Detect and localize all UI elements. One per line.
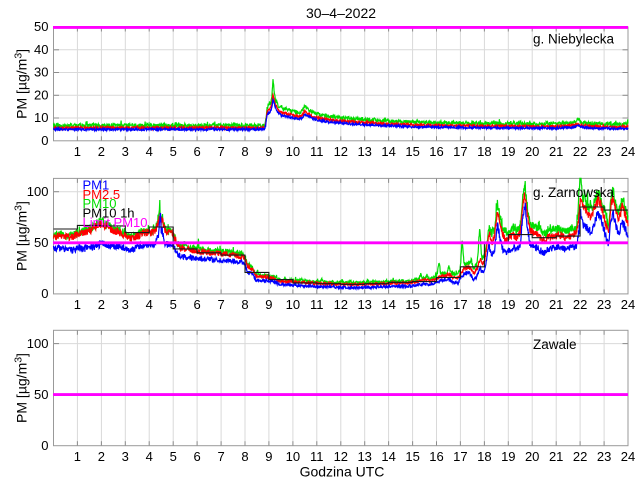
svg-text:18: 18 bbox=[477, 297, 491, 312]
svg-text:5: 5 bbox=[170, 449, 177, 464]
svg-text:10: 10 bbox=[34, 110, 48, 125]
svg-text:20: 20 bbox=[34, 88, 48, 103]
svg-text:PM [µg/m3]: PM [µg/m3] bbox=[13, 201, 30, 271]
svg-text:2: 2 bbox=[98, 144, 105, 159]
svg-text:22: 22 bbox=[573, 297, 587, 312]
svg-text:14: 14 bbox=[381, 449, 395, 464]
svg-text:2: 2 bbox=[98, 297, 105, 312]
svg-text:24: 24 bbox=[621, 449, 635, 464]
svg-text:7: 7 bbox=[217, 449, 224, 464]
svg-text:10: 10 bbox=[286, 144, 300, 159]
svg-text:12: 12 bbox=[334, 449, 348, 464]
svg-text:PM10: PM10 bbox=[83, 196, 117, 211]
svg-text:3: 3 bbox=[122, 297, 129, 312]
svg-text:0: 0 bbox=[41, 286, 48, 301]
svg-text:6: 6 bbox=[193, 449, 200, 464]
svg-text:PM1: PM1 bbox=[83, 178, 110, 193]
svg-text:8: 8 bbox=[241, 449, 248, 464]
svg-text:15: 15 bbox=[405, 449, 419, 464]
svg-text:24: 24 bbox=[621, 144, 635, 159]
svg-text:11: 11 bbox=[310, 449, 324, 464]
svg-text:19: 19 bbox=[501, 449, 515, 464]
svg-text:50: 50 bbox=[34, 235, 48, 250]
svg-text:13: 13 bbox=[357, 297, 371, 312]
svg-text:PM [µg/m3]: PM [µg/m3] bbox=[13, 49, 30, 119]
svg-text:16: 16 bbox=[429, 297, 443, 312]
svg-text:4: 4 bbox=[146, 449, 153, 464]
svg-text:PM10 1h: PM10 1h bbox=[83, 206, 135, 221]
svg-text:22: 22 bbox=[573, 449, 587, 464]
svg-text:3: 3 bbox=[122, 449, 129, 464]
svg-text:g. Zarnowska: g. Zarnowska bbox=[533, 185, 615, 200]
svg-text:18: 18 bbox=[477, 449, 491, 464]
svg-text:1: 1 bbox=[74, 144, 81, 159]
svg-text:40: 40 bbox=[34, 42, 48, 57]
svg-text:10: 10 bbox=[286, 297, 300, 312]
svg-text:4: 4 bbox=[146, 297, 153, 312]
svg-text:9: 9 bbox=[265, 144, 272, 159]
svg-text:19: 19 bbox=[501, 297, 515, 312]
svg-text:23: 23 bbox=[597, 297, 611, 312]
svg-text:2: 2 bbox=[98, 449, 105, 464]
svg-text:16: 16 bbox=[429, 144, 443, 159]
svg-text:9: 9 bbox=[265, 297, 272, 312]
svg-text:100: 100 bbox=[27, 184, 49, 199]
svg-text:14: 14 bbox=[381, 144, 395, 159]
svg-text:16: 16 bbox=[429, 449, 443, 464]
svg-text:g. Niebylecka: g. Niebylecka bbox=[533, 32, 615, 47]
svg-text:20: 20 bbox=[525, 297, 539, 312]
svg-text:6: 6 bbox=[193, 144, 200, 159]
svg-text:24: 24 bbox=[621, 297, 635, 312]
svg-text:PM [µg/m3]: PM [µg/m3] bbox=[13, 353, 30, 423]
svg-text:20: 20 bbox=[525, 449, 539, 464]
svg-text:17: 17 bbox=[453, 144, 467, 159]
svg-text:50: 50 bbox=[34, 19, 48, 34]
svg-text:50: 50 bbox=[34, 387, 48, 402]
svg-text:30: 30 bbox=[34, 65, 48, 80]
svg-text:22: 22 bbox=[573, 144, 587, 159]
svg-text:21: 21 bbox=[549, 144, 563, 159]
svg-text:11: 11 bbox=[310, 144, 324, 159]
svg-text:1: 1 bbox=[74, 297, 81, 312]
svg-text:7: 7 bbox=[217, 297, 224, 312]
svg-text:15: 15 bbox=[405, 144, 419, 159]
svg-text:7: 7 bbox=[217, 144, 224, 159]
svg-text:Zawale: Zawale bbox=[533, 337, 577, 352]
svg-text:30–4–2022: 30–4–2022 bbox=[306, 5, 376, 21]
svg-text:Godzina UTC: Godzina UTC bbox=[300, 463, 385, 479]
svg-text:12: 12 bbox=[334, 297, 348, 312]
svg-text:21: 21 bbox=[549, 449, 563, 464]
svg-text:17: 17 bbox=[453, 449, 467, 464]
svg-text:14: 14 bbox=[381, 297, 395, 312]
svg-text:12: 12 bbox=[334, 144, 348, 159]
svg-text:4: 4 bbox=[146, 144, 153, 159]
svg-text:15: 15 bbox=[405, 297, 419, 312]
svg-text:0: 0 bbox=[41, 133, 48, 148]
svg-text:13: 13 bbox=[357, 144, 371, 159]
svg-text:0: 0 bbox=[41, 438, 48, 453]
svg-text:10: 10 bbox=[286, 449, 300, 464]
svg-text:23: 23 bbox=[597, 144, 611, 159]
svg-text:11: 11 bbox=[310, 297, 324, 312]
svg-text:13: 13 bbox=[357, 449, 371, 464]
svg-text:Limit PM10: Limit PM10 bbox=[83, 215, 148, 230]
svg-text:PM2.5: PM2.5 bbox=[83, 187, 121, 202]
svg-text:21: 21 bbox=[549, 297, 563, 312]
svg-text:8: 8 bbox=[241, 144, 248, 159]
svg-text:17: 17 bbox=[453, 297, 467, 312]
svg-text:9: 9 bbox=[265, 449, 272, 464]
svg-text:5: 5 bbox=[170, 297, 177, 312]
svg-text:23: 23 bbox=[597, 449, 611, 464]
svg-text:3: 3 bbox=[122, 144, 129, 159]
svg-text:5: 5 bbox=[170, 144, 177, 159]
svg-text:19: 19 bbox=[501, 144, 515, 159]
svg-text:20: 20 bbox=[525, 144, 539, 159]
svg-text:18: 18 bbox=[477, 144, 491, 159]
svg-text:8: 8 bbox=[241, 297, 248, 312]
svg-text:100: 100 bbox=[27, 336, 49, 351]
svg-text:6: 6 bbox=[193, 297, 200, 312]
svg-text:1: 1 bbox=[74, 449, 81, 464]
